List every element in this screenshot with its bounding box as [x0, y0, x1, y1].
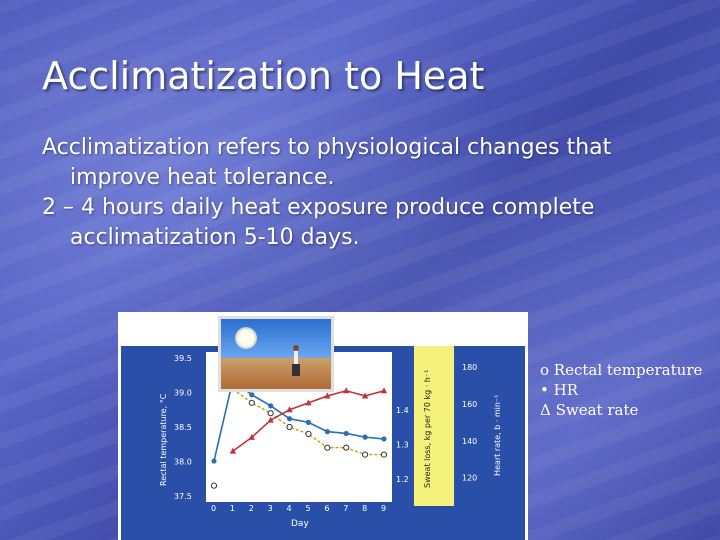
hr-tick-label: 180 — [462, 363, 477, 372]
bullet-2: 2 – 4 hours daily heat exposure produce … — [42, 195, 595, 250]
slide-body: Acclimatization refers to physiological … — [42, 133, 702, 253]
rectal-tick-label: 37.5 — [174, 492, 192, 501]
x-tick-label: 0 — [211, 504, 216, 513]
slide-title: Acclimatization to Heat — [42, 54, 485, 98]
x-tick-label: 4 — [287, 504, 292, 513]
hr-tick-label: 140 — [462, 437, 477, 446]
rectal-tick-label: 39.0 — [174, 389, 192, 398]
sweat-point — [380, 387, 388, 394]
hr-point — [211, 458, 217, 464]
rectal-point — [380, 451, 388, 458]
sweat-tick-label: 1.2 — [396, 475, 409, 484]
hr-point — [324, 429, 330, 435]
legend-rectal-temperature: o Rectal temperature — [540, 361, 703, 379]
rectal-point — [324, 444, 331, 451]
runner-photo — [218, 316, 334, 392]
hr-point — [362, 434, 368, 440]
bullet-1: Acclimatization refers to physiological … — [42, 135, 612, 190]
rectal-point — [362, 451, 369, 458]
hr-point — [381, 436, 387, 442]
rectal-tick-label: 38.0 — [174, 458, 192, 467]
x-tick-label: 5 — [305, 504, 310, 513]
x-tick-label: 8 — [362, 504, 367, 513]
x-tick-label: 2 — [249, 504, 254, 513]
rectal-point — [343, 444, 350, 451]
x-tick-label: 1 — [230, 504, 235, 513]
acclimatization-chart: 37.5 38.0 38.5 39.0 39.5 Rectal temperature, … — [118, 312, 528, 540]
rectal-point — [210, 482, 218, 489]
hr-point — [249, 392, 255, 398]
x-axis-label: Day — [291, 519, 309, 529]
hr-point — [268, 403, 274, 409]
hr-point — [305, 419, 312, 425]
chart-figure: 37.5 38.0 38.5 39.0 39.5 Rectal temperature, … — [118, 312, 528, 540]
x-tick-label: 3 — [268, 504, 273, 513]
rectal-line — [232, 388, 384, 456]
sweat-point — [267, 416, 274, 423]
sweat-point — [286, 406, 293, 413]
sweat-point — [361, 392, 369, 399]
sweat-point — [248, 433, 255, 440]
sweat-tick-label: 1.3 — [396, 440, 409, 449]
hr-axis-label: Heart rate, b · min⁻¹ — [493, 395, 502, 476]
sweat-point — [343, 387, 350, 394]
hr-tick-label: 160 — [462, 400, 477, 409]
rectal-axis-label: Rectal temperature, °C — [159, 393, 168, 486]
rectal-point — [305, 430, 312, 438]
x-tick-label: 7 — [343, 504, 348, 513]
sweat-point — [324, 392, 331, 399]
runner-figure — [291, 345, 301, 377]
rectal-tick-label: 38.5 — [174, 423, 192, 432]
legend-hr: • HR — [540, 381, 578, 399]
sweat-point — [305, 399, 312, 406]
hr-point — [286, 416, 293, 422]
hr-tick-label: 120 — [462, 474, 477, 483]
sweat-axis-label: Sweat loss, kg per 70 kg · h⁻¹ — [423, 370, 432, 488]
sweat-point — [229, 447, 237, 454]
sun-glare — [235, 327, 257, 349]
rectal-point — [286, 423, 293, 431]
hr-point — [343, 430, 349, 437]
sweat-axis-band — [414, 346, 454, 506]
x-tick-label: 9 — [381, 504, 386, 513]
rectal-point — [267, 410, 274, 417]
legend-sweat-rate: Δ Sweat rate — [540, 401, 639, 419]
rectal-point — [248, 399, 255, 406]
x-tick-label: 6 — [324, 504, 329, 513]
rectal-tick-label: 39.5 — [174, 354, 192, 363]
legend: o Rectal temperature • HR Δ Sweat rate — [540, 360, 702, 420]
sweat-tick-label: 1.4 — [396, 406, 409, 415]
